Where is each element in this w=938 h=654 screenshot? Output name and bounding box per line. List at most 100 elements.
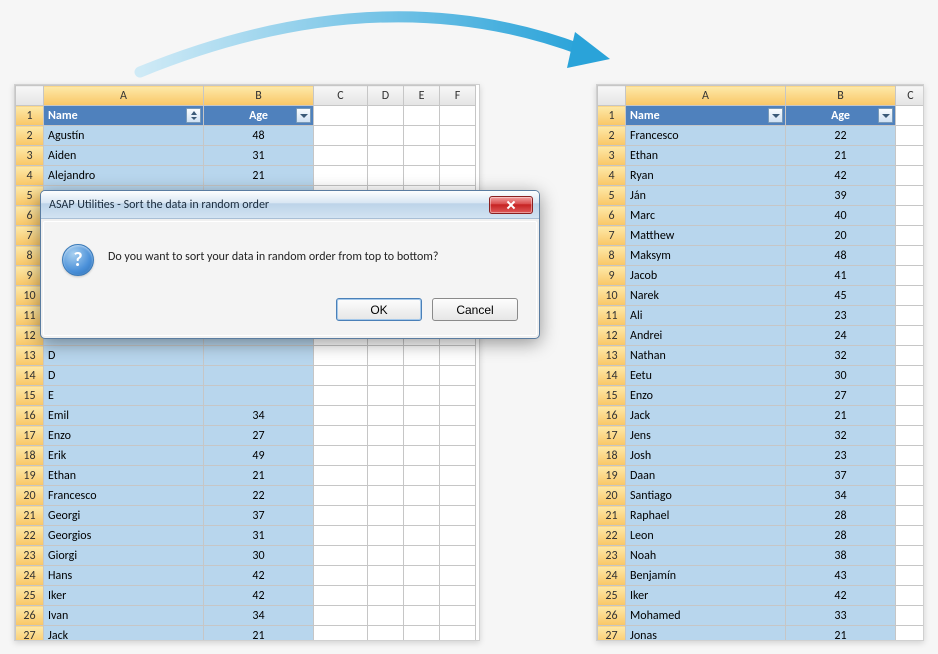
cell[interactable] xyxy=(404,526,440,546)
cell-age[interactable]: 34 xyxy=(786,486,896,506)
cell-name[interactable]: Nathan xyxy=(626,346,786,366)
cell-age[interactable]: 48 xyxy=(204,126,314,146)
cell[interactable] xyxy=(896,206,925,226)
cell[interactable] xyxy=(440,166,476,186)
cell-name[interactable]: Marc xyxy=(626,206,786,226)
cell[interactable] xyxy=(896,566,925,586)
cell-name[interactable]: Raphael xyxy=(626,506,786,526)
cell-name[interactable]: Ryan xyxy=(626,166,786,186)
cell-age[interactable]: 37 xyxy=(204,506,314,526)
cell[interactable] xyxy=(896,426,925,446)
cell-age[interactable]: 24 xyxy=(786,326,896,346)
row-header[interactable]: 17 xyxy=(598,426,626,446)
row-header[interactable]: 19 xyxy=(598,466,626,486)
cell-name[interactable]: Erik xyxy=(44,446,204,466)
filter-dropdown-icon[interactable] xyxy=(768,108,783,123)
cell[interactable] xyxy=(896,226,925,246)
filter-dropdown-icon[interactable] xyxy=(186,108,201,123)
cell[interactable] xyxy=(440,406,476,426)
cell-name[interactable]: Iker xyxy=(44,586,204,606)
row-header[interactable]: 4 xyxy=(16,166,44,186)
column-header-C[interactable]: C xyxy=(896,86,925,106)
row-header[interactable]: 11 xyxy=(598,306,626,326)
cell-age[interactable]: 22 xyxy=(786,126,896,146)
column-header-A[interactable]: A xyxy=(44,86,204,106)
cell[interactable] xyxy=(896,406,925,426)
cell[interactable] xyxy=(440,466,476,486)
cell[interactable] xyxy=(368,526,404,546)
cell[interactable] xyxy=(314,166,368,186)
cell-name[interactable]: Jacob xyxy=(626,266,786,286)
cell[interactable] xyxy=(440,486,476,506)
cell-age[interactable]: 22 xyxy=(204,486,314,506)
cell-age[interactable]: 42 xyxy=(204,566,314,586)
cell[interactable] xyxy=(440,346,476,366)
cell[interactable] xyxy=(314,146,368,166)
cell-age[interactable]: 40 xyxy=(786,206,896,226)
row-header[interactable]: 4 xyxy=(598,166,626,186)
cell-age[interactable]: 43 xyxy=(786,566,896,586)
cell[interactable] xyxy=(368,546,404,566)
cell-name[interactable]: Santiago xyxy=(626,486,786,506)
cell-name[interactable]: Alejandro xyxy=(44,166,204,186)
row-header[interactable]: 7 xyxy=(598,226,626,246)
cell-name[interactable]: Daan xyxy=(626,466,786,486)
cell-age[interactable]: 41 xyxy=(786,266,896,286)
cell-age[interactable]: 21 xyxy=(786,406,896,426)
cell-age[interactable]: 48 xyxy=(786,246,896,266)
cell[interactable] xyxy=(896,246,925,266)
cell[interactable] xyxy=(896,466,925,486)
cell[interactable] xyxy=(896,626,925,642)
cell-age[interactable]: 27 xyxy=(786,386,896,406)
cell-age[interactable]: 49 xyxy=(204,446,314,466)
cancel-button[interactable]: Cancel xyxy=(432,298,518,321)
row-header[interactable]: 27 xyxy=(598,626,626,642)
cell-age[interactable]: 32 xyxy=(786,426,896,446)
cell[interactable] xyxy=(896,346,925,366)
cell[interactable] xyxy=(314,506,368,526)
cell[interactable] xyxy=(404,606,440,626)
cell-age[interactable]: 39 xyxy=(786,186,896,206)
cell[interactable] xyxy=(368,586,404,606)
cell[interactable] xyxy=(404,566,440,586)
row-header[interactable]: 22 xyxy=(16,526,44,546)
cell[interactable] xyxy=(896,386,925,406)
select-all-corner[interactable] xyxy=(598,86,626,106)
cell-name[interactable]: Iker xyxy=(626,586,786,606)
cell-age[interactable]: 42 xyxy=(786,166,896,186)
row-header[interactable]: 20 xyxy=(598,486,626,506)
row-header[interactable]: 24 xyxy=(598,566,626,586)
cell[interactable] xyxy=(440,366,476,386)
cell[interactable] xyxy=(314,466,368,486)
row-header[interactable]: 1 xyxy=(598,106,626,126)
row-header[interactable]: 5 xyxy=(598,186,626,206)
row-header[interactable]: 26 xyxy=(16,606,44,626)
cell[interactable] xyxy=(368,606,404,626)
cell-name[interactable]: Enzo xyxy=(626,386,786,406)
cell-name[interactable]: D xyxy=(44,346,204,366)
cell-name[interactable]: Giorgi xyxy=(44,546,204,566)
cell[interactable] xyxy=(368,506,404,526)
cell-name[interactable]: Agustín xyxy=(44,126,204,146)
column-header-B[interactable]: B xyxy=(786,86,896,106)
cell[interactable] xyxy=(896,366,925,386)
row-header[interactable]: 18 xyxy=(598,446,626,466)
row-header[interactable]: 9 xyxy=(598,266,626,286)
cell[interactable] xyxy=(440,506,476,526)
row-header[interactable]: 19 xyxy=(16,466,44,486)
row-header[interactable]: 14 xyxy=(598,366,626,386)
cell[interactable] xyxy=(440,566,476,586)
cell-age[interactable]: 21 xyxy=(204,166,314,186)
select-all-corner[interactable] xyxy=(16,86,44,106)
row-header[interactable]: 22 xyxy=(598,526,626,546)
dialog-titlebar[interactable]: ASAP Utilities - Sort the data in random… xyxy=(41,191,539,219)
close-icon[interactable] xyxy=(489,196,533,214)
cell[interactable] xyxy=(440,426,476,446)
cell-age[interactable]: 37 xyxy=(786,466,896,486)
row-header[interactable]: 8 xyxy=(598,246,626,266)
cell[interactable] xyxy=(368,406,404,426)
cell-age[interactable]: 30 xyxy=(204,546,314,566)
cell[interactable] xyxy=(896,166,925,186)
cell-name[interactable]: Francesco xyxy=(44,486,204,506)
cell[interactable] xyxy=(368,346,404,366)
